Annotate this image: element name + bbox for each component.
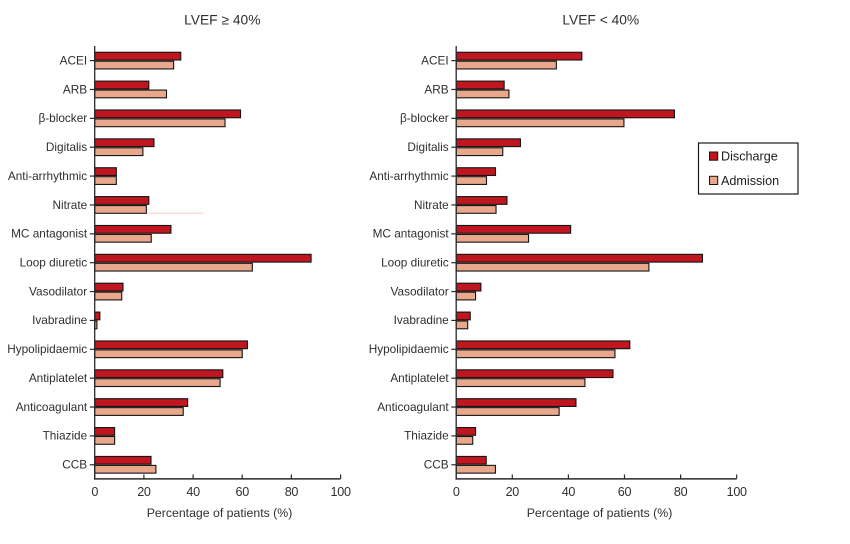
svg-text:Digitalis: Digitalis [46, 140, 87, 154]
svg-text:Vasodilator: Vasodilator [29, 284, 87, 298]
svg-text:Anticoagulant: Anticoagulant [377, 400, 449, 414]
svg-text:Loop diuretic: Loop diuretic [20, 255, 88, 269]
svg-text:20: 20 [137, 485, 151, 499]
svg-text:Anticoagulant: Anticoagulant [16, 400, 88, 414]
svg-text:β-blocker: β-blocker [400, 111, 449, 125]
svg-text:MC antagonist: MC antagonist [11, 227, 88, 241]
svg-text:LVEF < 40%: LVEF < 40% [562, 13, 639, 28]
svg-text:Antiplatelet: Antiplatelet [29, 371, 88, 385]
svg-text:100: 100 [727, 485, 747, 499]
svg-text:0: 0 [453, 485, 460, 499]
svg-text:Thiazide: Thiazide [404, 429, 449, 443]
svg-text:100: 100 [331, 485, 351, 499]
svg-text:Anti-arrhythmic: Anti-arrhythmic [369, 169, 448, 183]
svg-text:Hypolipidaemic: Hypolipidaemic [369, 342, 449, 356]
svg-text:Admission: Admission [721, 174, 779, 188]
svg-text:Thiazide: Thiazide [43, 429, 88, 443]
svg-text:0: 0 [91, 485, 98, 499]
svg-text:CCB: CCB [62, 458, 87, 472]
svg-text:Discharge: Discharge [721, 150, 778, 164]
svg-text:Nitrate: Nitrate [52, 198, 87, 212]
svg-text:Ivabradine: Ivabradine [394, 313, 450, 327]
svg-text:Nitrate: Nitrate [414, 198, 449, 212]
svg-text:β-blocker: β-blocker [38, 111, 87, 125]
svg-text:60: 60 [618, 485, 632, 499]
svg-text:Percentage of patients (%): Percentage of patients (%) [527, 506, 673, 520]
svg-text:Antiplatelet: Antiplatelet [390, 371, 449, 385]
svg-text:20: 20 [506, 485, 520, 499]
svg-text:Ivabradine: Ivabradine [32, 313, 88, 327]
svg-text:40: 40 [186, 485, 200, 499]
svg-text:Hypolipidaemic: Hypolipidaemic [7, 342, 87, 356]
svg-text:80: 80 [674, 485, 688, 499]
svg-text:40: 40 [562, 485, 576, 499]
svg-text:ACEI: ACEI [421, 53, 449, 67]
svg-text:ARB: ARB [63, 82, 87, 96]
svg-text:60: 60 [235, 485, 249, 499]
svg-text:Digitalis: Digitalis [407, 140, 448, 154]
svg-text:MC antagonist: MC antagonist [373, 227, 450, 241]
svg-text:ACEI: ACEI [60, 53, 88, 67]
svg-text:Loop diuretic: Loop diuretic [381, 255, 449, 269]
svg-text:Anti-arrhythmic: Anti-arrhythmic [8, 169, 87, 183]
svg-text:Percentage of patients (%): Percentage of patients (%) [147, 506, 293, 520]
svg-text:ARB: ARB [424, 82, 448, 96]
svg-text:CCB: CCB [424, 458, 449, 472]
svg-text:80: 80 [285, 485, 299, 499]
svg-text:Vasodilator: Vasodilator [391, 284, 449, 298]
svg-text:LVEF ≥ 40%: LVEF ≥ 40% [184, 13, 260, 28]
